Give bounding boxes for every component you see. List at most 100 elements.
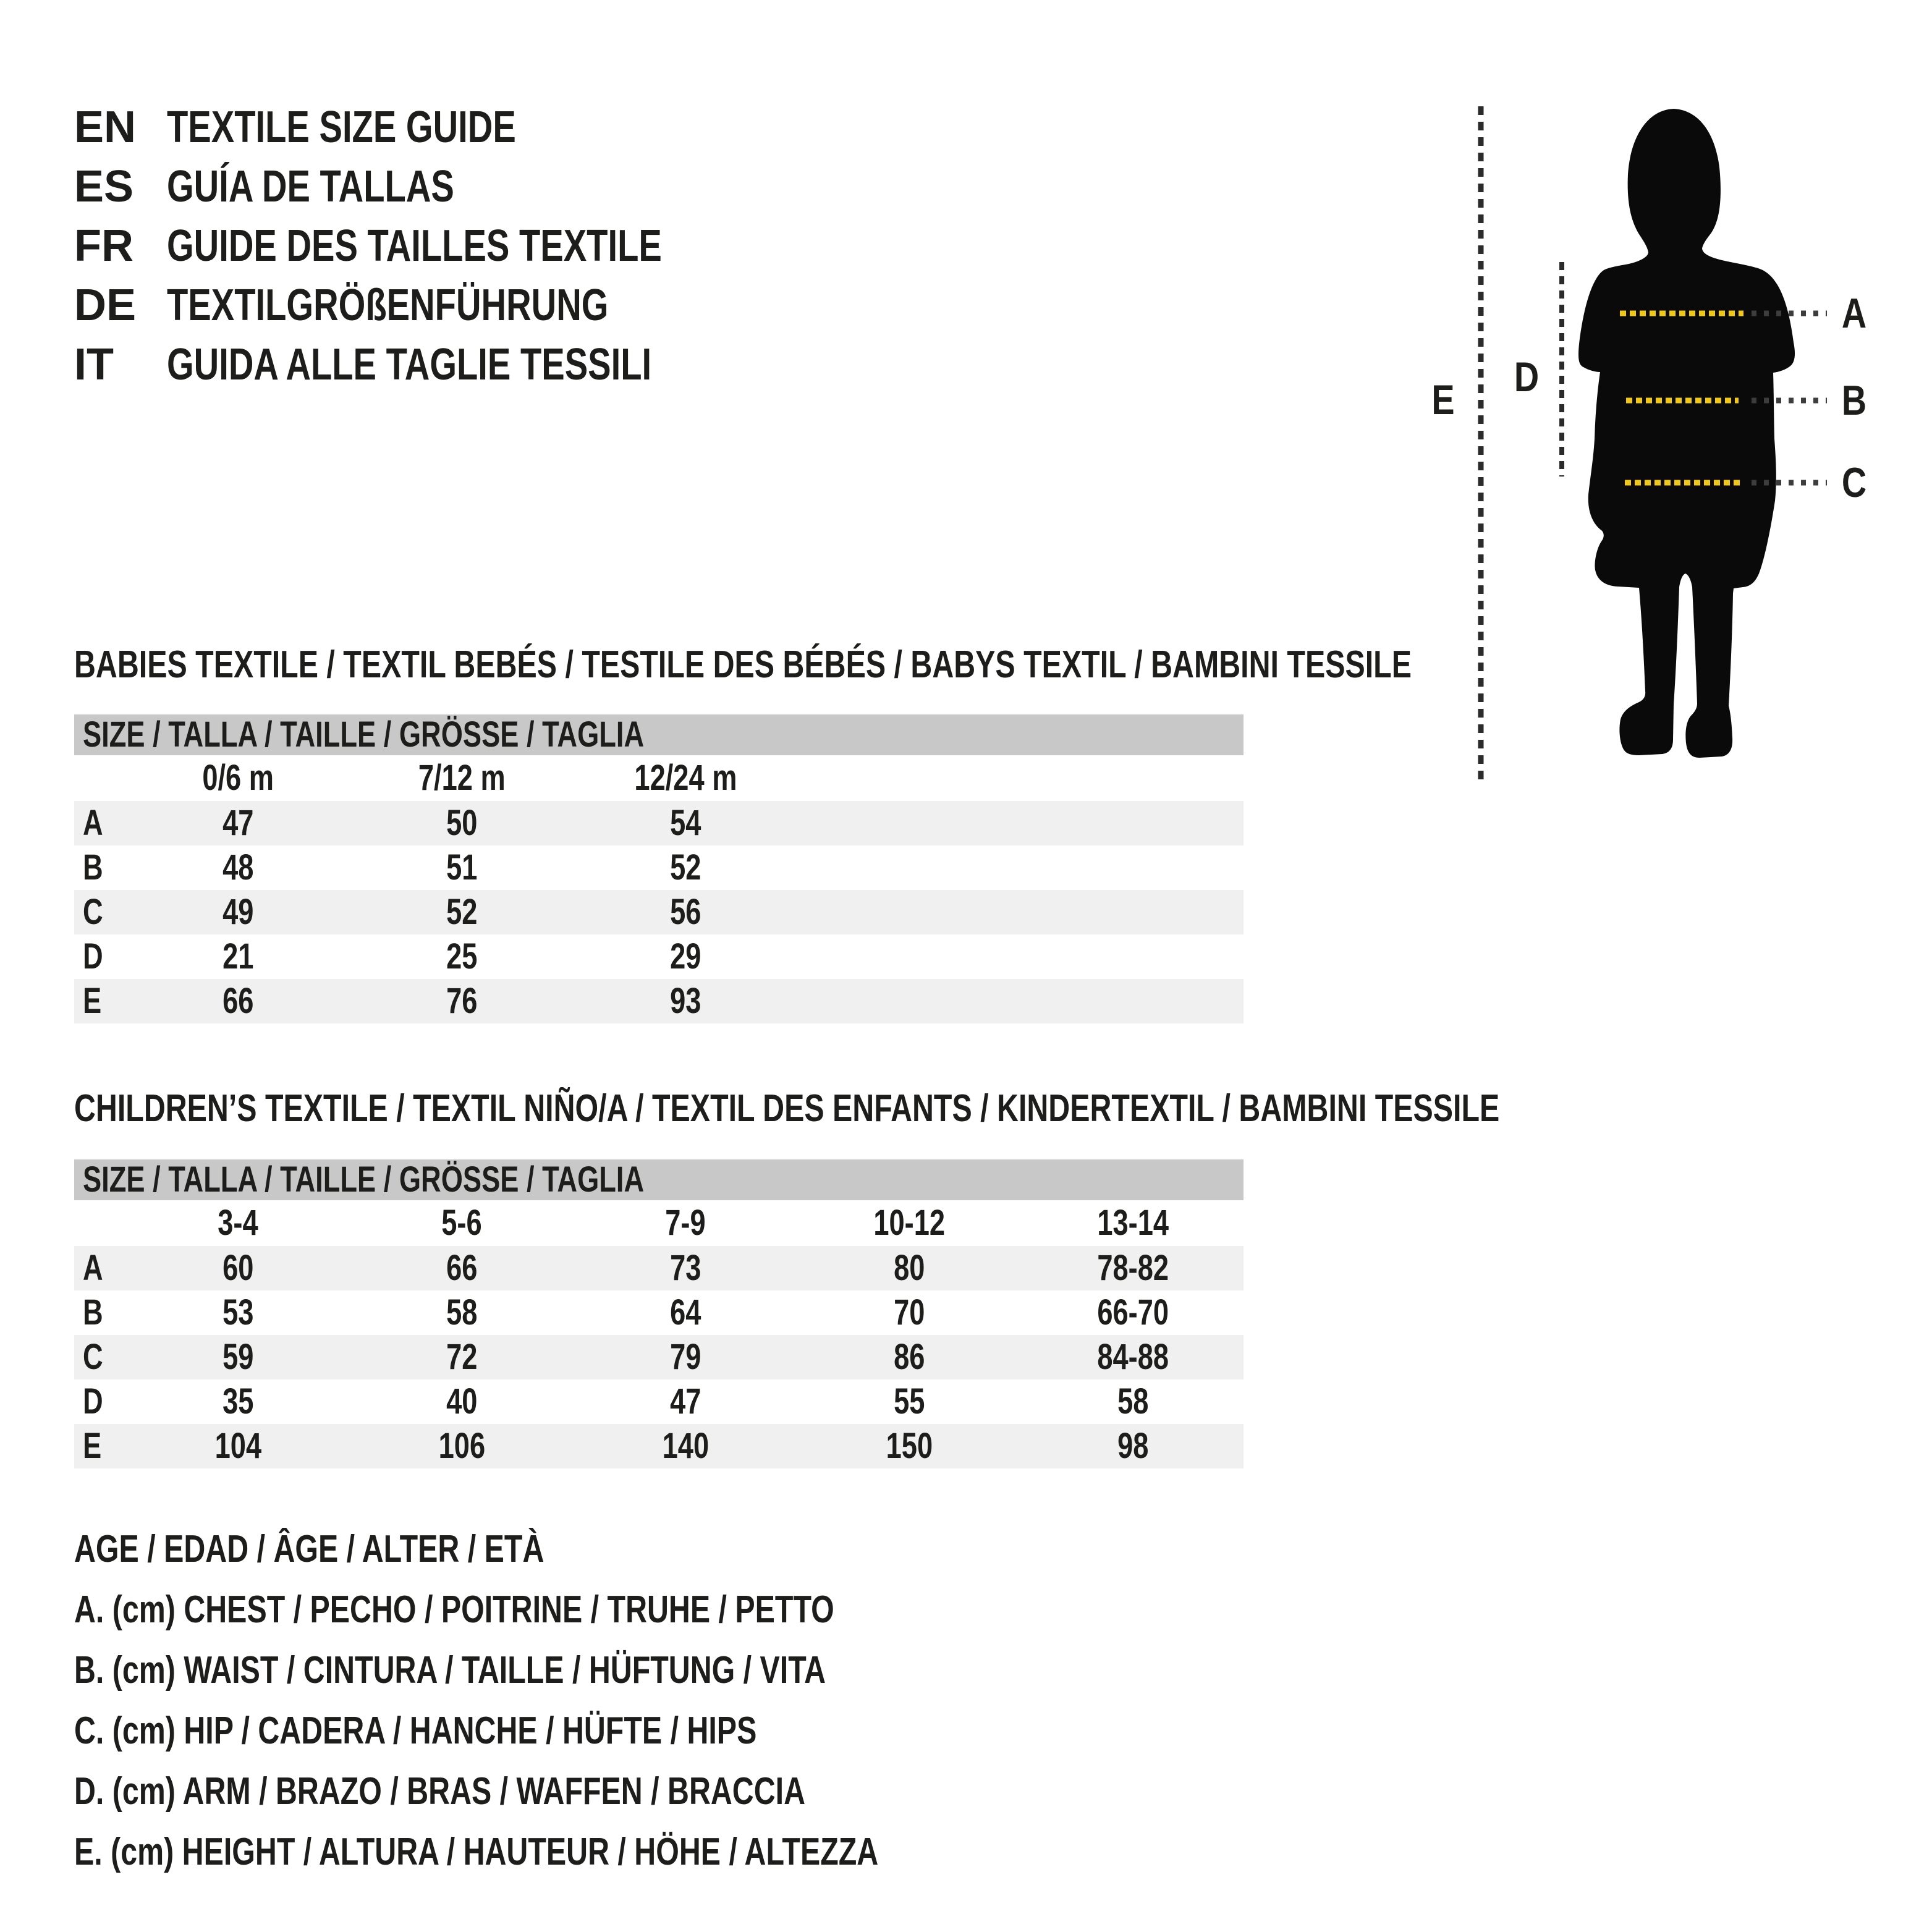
cell-value: 60 — [222, 1248, 254, 1288]
row-label: A — [83, 1248, 103, 1288]
column-header: 7-9 — [665, 1203, 706, 1243]
child-silhouette-figure — [1478, 106, 1827, 784]
babies-column-header-row: 0/6 m 7/12 m 12/24 m — [74, 755, 1244, 801]
measure-label-b: B — [1841, 377, 1867, 424]
measure-label-e: E — [1431, 376, 1455, 423]
table-row: E 104 106 140 150 98 — [74, 1424, 1244, 1468]
cell-value: 58 — [446, 1292, 478, 1332]
column-header: 12/24 m — [633, 758, 737, 798]
cell-value: 76 — [446, 981, 478, 1021]
language-title-list: EN TEXTILE SIZE GUIDE ES GUÍA DE TALLAS … — [74, 98, 802, 394]
row-label: E — [83, 1426, 102, 1466]
cell-value: 66 — [222, 981, 254, 1021]
cell-value: 104 — [214, 1426, 261, 1466]
row-label: E — [83, 981, 102, 1021]
size-header-bar: SIZE / TALLA / TAILLE / GRÖSSE / TAGLIA — [74, 1159, 1244, 1200]
measurement-legend: AGE / EDAD / ÂGE / ALTER / ETÀ A. (cm) C… — [74, 1519, 1105, 1883]
guide-title: TEXTILGRÖßENFÜHRUNG — [167, 281, 609, 330]
cell-value: 52 — [446, 892, 478, 932]
cell-value: 73 — [669, 1248, 701, 1288]
measure-label-d: D — [1514, 354, 1540, 400]
cell-value: 52 — [669, 847, 701, 888]
cell-value: 98 — [1117, 1426, 1149, 1466]
children-section-title: CHILDREN’S TEXTILE / TEXTIL NIÑO/A / TEX… — [74, 1087, 1500, 1130]
cell-value: 72 — [446, 1337, 478, 1377]
lang-code: IT — [74, 340, 114, 389]
children-size-table: SIZE / TALLA / TAILLE / GRÖSSE / TAGLIA … — [74, 1159, 1244, 1468]
cell-value: 150 — [886, 1426, 933, 1466]
cell-value: 70 — [893, 1292, 925, 1332]
column-header: 10-12 — [873, 1203, 945, 1243]
row-label: C — [83, 892, 103, 932]
guide-title: TEXTILE SIZE GUIDE — [167, 103, 516, 152]
cell-value: 140 — [662, 1426, 709, 1466]
cell-value: 54 — [669, 803, 701, 843]
cell-value: 48 — [222, 847, 254, 888]
cell-value: 25 — [446, 936, 478, 977]
cell-value: 47 — [669, 1381, 701, 1421]
cell-value: 35 — [222, 1381, 254, 1421]
legend-line-hip: C. (cm) HIP / CADERA / HANCHE / HÜFTE / … — [74, 1710, 757, 1752]
measurement-diagram: A B C D E — [1421, 93, 1932, 803]
row-label: D — [83, 1381, 103, 1421]
column-header: 7/12 m — [418, 758, 506, 798]
table-row: C 59 72 79 86 84-88 — [74, 1335, 1244, 1379]
cell-value: 56 — [669, 892, 701, 932]
legend-line-chest: A. (cm) CHEST / PECHO / POITRINE / TRUHE… — [74, 1588, 834, 1631]
row-label: C — [83, 1337, 103, 1377]
lang-code: EN — [74, 103, 137, 152]
cell-value: 21 — [222, 936, 254, 977]
row-label: D — [83, 936, 103, 977]
column-header: 13-14 — [1097, 1203, 1169, 1243]
header-row-es: ES GUÍA DE TALLAS — [74, 157, 802, 216]
table-row: A 60 66 73 80 78-82 — [74, 1246, 1244, 1290]
cell-value: 49 — [222, 892, 254, 932]
table-row: D 21 25 29 — [74, 934, 1244, 979]
cell-value: 64 — [669, 1292, 701, 1332]
cell-value: 66-70 — [1097, 1292, 1169, 1332]
cell-value: 58 — [1117, 1381, 1149, 1421]
lang-code: FR — [74, 221, 133, 271]
row-label: B — [83, 847, 103, 888]
cell-value: 50 — [446, 803, 478, 843]
cell-value: 53 — [222, 1292, 254, 1332]
measure-label-a: A — [1841, 290, 1867, 337]
legend-line-height: E. (cm) HEIGHT / ALTURA / HAUTEUR / HÖHE… — [74, 1831, 879, 1873]
column-header: 5-6 — [441, 1203, 482, 1243]
row-label: A — [83, 803, 103, 843]
cell-value: 59 — [222, 1337, 254, 1377]
children-column-header-row: 3-4 5-6 7-9 10-12 13-14 — [74, 1200, 1244, 1246]
table-row: E 66 76 93 — [74, 979, 1244, 1023]
legend-line-arm: D. (cm) ARM / BRAZO / BRAS / WAFFEN / BR… — [74, 1770, 806, 1813]
lang-code: DE — [74, 281, 137, 330]
column-header: 3-4 — [218, 1203, 258, 1243]
cell-value: 84-88 — [1097, 1337, 1169, 1377]
cell-value: 79 — [669, 1337, 701, 1377]
cell-value: 106 — [438, 1426, 485, 1466]
cell-value: 40 — [446, 1381, 478, 1421]
table-row: B 48 51 52 — [74, 845, 1244, 890]
cell-value: 80 — [893, 1248, 925, 1288]
guide-title: GUIDE DES TAILLES TEXTILE — [167, 221, 662, 271]
cell-value: 93 — [669, 981, 701, 1021]
legend-line-age: AGE / EDAD / ÂGE / ALTER / ETÀ — [74, 1528, 544, 1570]
legend-line-waist: B. (cm) WAIST / CINTURA / TAILLE / HÜFTU… — [74, 1649, 826, 1692]
header-row-de: DE TEXTILGRÖßENFÜHRUNG — [74, 276, 802, 335]
cell-value: 47 — [222, 803, 254, 843]
table-row: B 53 58 64 70 66-70 — [74, 1290, 1244, 1335]
row-label: B — [83, 1292, 103, 1332]
guide-title: GUÍA DE TALLAS — [167, 162, 454, 211]
measure-label-c: C — [1841, 459, 1867, 506]
header-row-en: EN TEXTILE SIZE GUIDE — [74, 98, 802, 157]
child-silhouette — [1578, 109, 1795, 758]
table-row: C 49 52 56 — [74, 890, 1244, 934]
header-row-it: IT GUIDA ALLE TAGLIE TESSILI — [74, 335, 802, 394]
table-row: A 47 50 54 — [74, 801, 1244, 845]
table-row: D 35 40 47 55 58 — [74, 1379, 1244, 1424]
cell-value: 86 — [893, 1337, 925, 1377]
babies-size-table: SIZE / TALLA / TAILLE / GRÖSSE / TAGLIA … — [74, 714, 1244, 1023]
size-header-bar: SIZE / TALLA / TAILLE / GRÖSSE / TAGLIA — [74, 714, 1244, 755]
cell-value: 66 — [446, 1248, 478, 1288]
cell-value: 78-82 — [1097, 1248, 1169, 1288]
